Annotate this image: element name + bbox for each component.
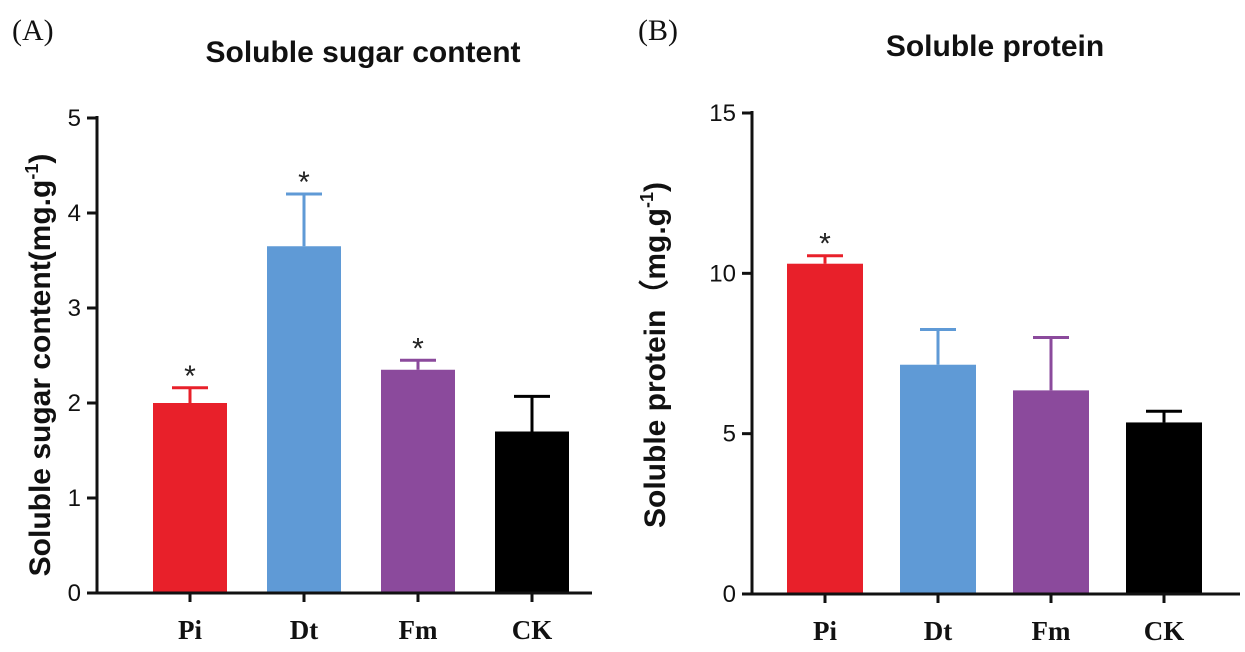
panel-b-bar-pi — [787, 263, 863, 594]
panel-b-ytick-10: 10 — [709, 260, 736, 287]
panel-b-bar-dt — [900, 364, 976, 594]
panel-a-ytick-1: 1 — [68, 485, 81, 512]
panel-a-plot-area: * Pi * Dt * Fm CK 0 1 2 3 4 5 — [68, 105, 592, 645]
panel-b-ytick-0: 0 — [723, 581, 736, 608]
panel-a-xtick-fm: Fm — [399, 615, 438, 645]
panel-a-significance-dt: * — [298, 166, 310, 199]
panel-b-plot-area: * Pi Dt Fm CK 0 5 10 15 — [709, 100, 1240, 646]
panel-b-ylabel: Soluble protein（mg.g-1) — [637, 182, 672, 528]
panel-a-ytick-5: 5 — [68, 105, 81, 132]
panel-b-ylabel-suffix: ) — [639, 182, 672, 192]
panel-a-xtick-dt: Dt — [290, 615, 319, 645]
panel-a-title: Soluble sugar content — [205, 36, 520, 69]
panel-b-ytick-5: 5 — [723, 421, 736, 448]
panel-a-ylabel-superscript: -1 — [22, 164, 42, 180]
panel-a-ylabel: Soluble sugar content(mg.g-1) — [22, 154, 57, 577]
panel-b-ylabel-superscript: -1 — [637, 192, 657, 208]
panel-b-xtick-ck: CK — [1144, 616, 1185, 646]
panel-a-bar-ck — [495, 431, 569, 593]
panel-a-ylabel-suffix: ) — [24, 154, 57, 164]
panel-a-letter: (A) — [12, 14, 54, 47]
panel-a-bar-fm — [381, 369, 455, 593]
panel-a-ylabel-main: Soluble sugar content(mg.g — [24, 180, 57, 577]
panel-a-significance-fm: * — [412, 332, 424, 365]
chart-panel-b: (B) Soluble protein Soluble protein（mg.g… — [637, 14, 1240, 646]
panel-b-letter: (B) — [638, 14, 678, 47]
panel-b-title: Soluble protein — [886, 30, 1104, 63]
panel-b-significance-pi: * — [819, 228, 831, 261]
panel-b-ytick-15: 15 — [709, 100, 736, 127]
panel-b-bar-fm — [1013, 390, 1089, 594]
panel-a-bar-dt — [267, 246, 341, 593]
panel-a-ytick-2: 2 — [68, 390, 81, 417]
panel-b-xtick-pi: Pi — [813, 616, 837, 646]
panel-b-xtick-dt: Dt — [924, 616, 953, 646]
panel-a-ytick-0: 0 — [68, 580, 81, 607]
panel-a-ytick-4: 4 — [68, 200, 81, 227]
panel-a-xtick-ck: CK — [512, 615, 553, 645]
panel-b-xtick-fm: Fm — [1032, 616, 1071, 646]
panel-a-bar-pi — [153, 403, 227, 593]
panel-a-ytick-3: 3 — [68, 295, 81, 322]
panel-a-significance-pi: * — [184, 360, 196, 393]
panel-a-xtick-pi: Pi — [178, 615, 202, 645]
chart-panel-a: (A) Soluble sugar content Soluble sugar … — [12, 14, 592, 645]
panel-b-ylabel-main: Soluble protein（mg.g — [638, 208, 672, 528]
panel-b-bar-ck — [1126, 422, 1202, 594]
